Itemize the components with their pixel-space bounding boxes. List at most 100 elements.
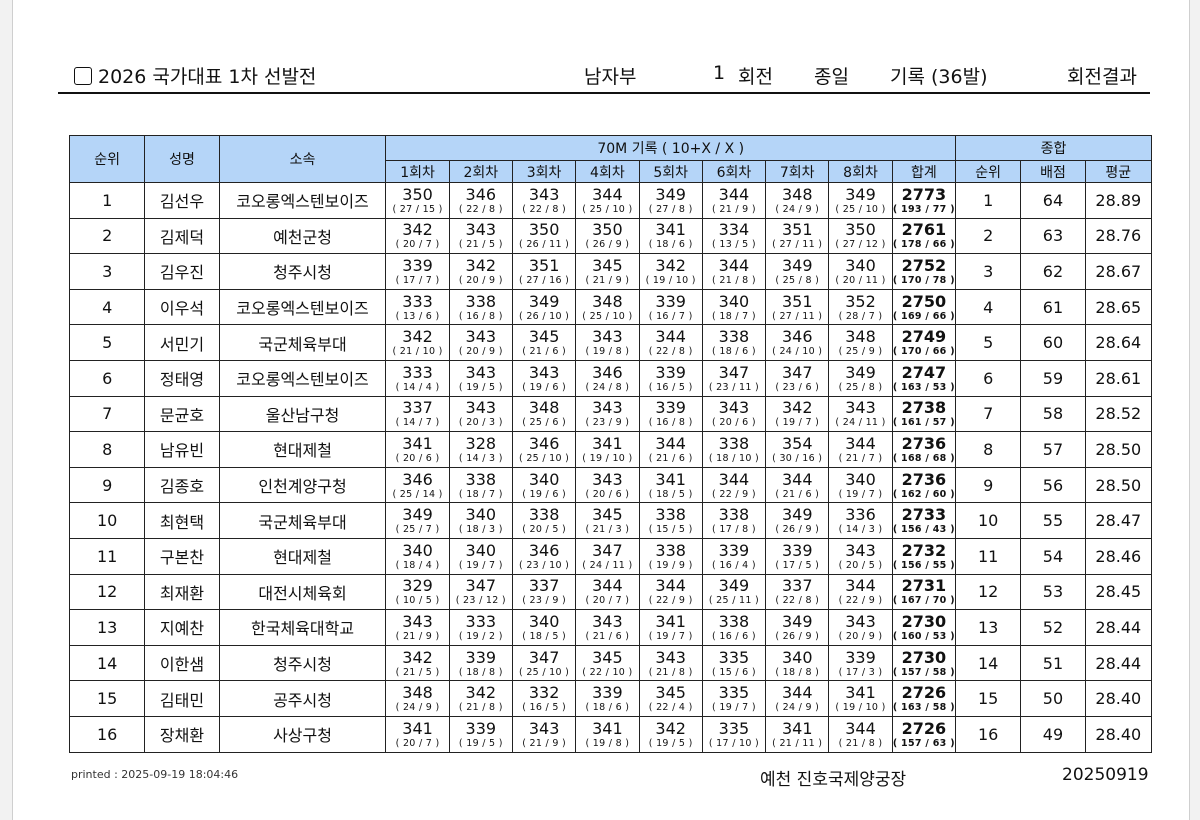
end-score-cell: 346( 22 / 8 ) [448,182,513,219]
end-detail: ( 21 / 8 ) [648,666,693,678]
end-score: 349 [781,505,813,525]
end-score: 343 [845,611,876,631]
end-score-cell: 339( 16 / 7 ) [638,288,703,326]
end-score-cell: 340( 18 / 3 ) [448,502,513,539]
end-detail: ( 20 / 7 ) [395,239,440,251]
end-score: 348 [402,683,433,703]
total-score-cell: 2730( 160 / 53 ) [891,609,957,646]
total-score-cell: 2731( 167 / 70 ) [891,573,957,611]
end-score: 345 [528,327,560,347]
end-score: 338 [465,291,497,311]
end-detail: ( 18 / 5 ) [648,488,693,500]
end-score: 343 [592,398,623,418]
average-cell: 28.50 [1084,466,1153,504]
end-score: 339 [655,398,686,418]
table-row: 2 김제덕 예천군청 342( 20 / 7 ) 343( 21 / 5 ) 350( 2… [68,217,1153,255]
end-score: 347 [465,576,497,596]
end-detail: ( 14 / 7 ) [395,417,440,429]
end-score-cell: 342( 21 / 5 ) [385,644,450,682]
end-detail: ( 20 / 9 ) [838,630,883,642]
end-score: 340 [718,291,750,311]
end-score-cell: 349( 26 / 10 ) [511,288,577,326]
end-score: 343 [465,398,497,418]
end-detail: ( 21 / 5 ) [458,239,503,251]
total-detail: ( 170 / 66 ) [892,346,955,358]
athlete-name-cell: 지예찬 [144,609,220,646]
report-title-wrap: 2026 국가대표 1차 선발전 [74,62,316,89]
end-score: 344 [718,255,750,275]
points-cell: 64 [1020,182,1086,219]
end-score-cell: 333( 14 / 4 ) [385,359,450,397]
end-score-cell: 329( 10 / 5 ) [385,573,450,611]
end-score-cell: 344( 21 / 6 ) [765,466,830,504]
average-cell: 28.61 [1084,359,1153,397]
end-score-cell: 340( 18 / 4 ) [385,537,450,575]
average-cell: 28.47 [1084,502,1153,539]
end-score: 338 [655,540,686,560]
end-detail: ( 19 / 2 ) [458,630,503,642]
team-cell: 코오롱엑스텐보이즈 [218,359,387,397]
end-detail: ( 19 / 7 ) [458,559,503,571]
end-score: 337 [528,576,560,596]
end-detail: ( 23 / 12 ) [455,595,506,607]
total-score: 2730 [901,611,947,631]
end-score: 344 [655,576,686,596]
end-detail: ( 24 / 9 ) [395,702,440,714]
rank-cell: 4 [68,288,146,326]
end-score-cell: 346( 25 / 10 ) [511,431,577,468]
end-score: 340 [465,505,497,525]
end-score: 333 [402,362,433,382]
end-score-cell: 347( 25 / 10 ) [511,644,577,682]
end-score: 344 [845,576,876,596]
points-cell: 52 [1020,609,1086,646]
end-score: 344 [655,433,686,453]
header-points: 배점 [1020,160,1086,183]
end-score-cell: 343( 21 / 8 ) [638,644,703,682]
average-cell: 28.44 [1084,644,1153,682]
athlete-name-cell: 이한샘 [144,644,220,682]
end-detail: ( 22 / 8 ) [775,595,820,607]
end-detail: ( 21 / 11 ) [772,737,823,749]
end-score-cell: 328( 14 / 3 ) [448,431,513,468]
header-rank: 순위 [68,135,146,183]
end-detail: ( 21 / 9 ) [522,737,567,749]
end-score: 343 [592,327,623,347]
end-score-cell: 341( 19 / 10 ) [575,431,640,468]
end-detail: ( 23 / 11 ) [708,381,760,393]
results-table: 순위 성명 소속 70M 기록 ( 10+X / X ) 종합 1회차 2회차 … [68,135,1153,753]
end-score: 333 [402,291,433,311]
end-score: 338 [465,469,497,489]
end-score: 344 [592,576,623,596]
total-score-cell: 2752( 170 / 78 ) [891,253,957,290]
points-cell: 51 [1020,644,1086,682]
end-score-cell: 342( 20 / 7 ) [385,217,450,255]
end-score: 349 [845,184,876,204]
end-score: 339 [655,291,686,311]
end-detail: ( 19 / 10 ) [582,452,633,464]
table-row: 6 정태영 코오롱엑스텐보이즈 333( 14 / 4 ) 343( 19 / 5 ) 3… [68,359,1153,397]
end-detail: ( 27 / 12 ) [835,239,886,251]
total-score: 2747 [901,362,947,382]
end-detail: ( 19 / 7 ) [712,702,756,714]
end-score-cell: 345( 21 / 9 ) [575,253,640,290]
end-score: 344 [718,184,750,204]
end-score-cell: 349( 26 / 9 ) [765,609,830,646]
total-detail: ( 163 / 53 ) [892,381,955,393]
result-label: 회전결과 [1067,66,1137,88]
rank-cell: 13 [68,609,146,646]
rank-cell: 12 [68,573,146,611]
table-row: 9 김종호 인천계양구청 346( 25 / 14 ) 338( 18 / 7 ) 340… [68,466,1153,504]
end-detail: ( 26 / 10 ) [519,310,570,322]
end-detail: ( 19 / 9 ) [648,559,693,571]
end-score-cell: 339( 18 / 6 ) [575,680,640,717]
end-detail: ( 13 / 5 ) [712,239,756,251]
total-detail: ( 156 / 43 ) [892,524,955,536]
team-cell: 청주시청 [218,253,387,290]
end-score: 335 [718,683,750,703]
end-score-cell: 349( 25 / 11 ) [701,573,767,611]
end-score: 344 [781,683,813,703]
end-detail: ( 18 / 5 ) [522,630,567,642]
end-score-cell: 340( 18 / 7 ) [701,288,767,326]
end-detail: ( 14 / 3 ) [838,524,883,536]
team-cell: 대전시체육회 [218,573,387,611]
